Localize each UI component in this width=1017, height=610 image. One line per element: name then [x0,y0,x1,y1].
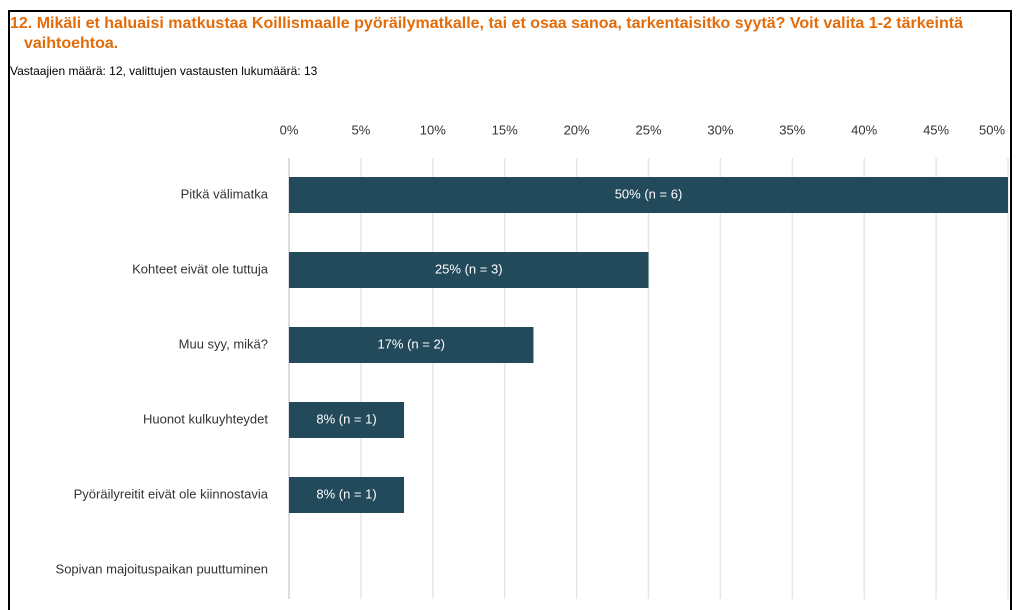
x-tick-label: 30% [707,122,733,137]
bar [289,252,649,288]
data-label: 50% (n = 6) [615,186,683,201]
bar [289,402,405,438]
y-tick-label: Pyöräilyreitit eivät ole kiinnostavia [74,486,269,501]
x-tick-label: 45% [923,122,949,137]
chart-subtitle: Vastaajien määrä: 12, valittujen vastaus… [10,64,318,78]
x-tick-label: 10% [420,122,446,137]
y-tick-label: Pitkä välimatka [181,186,269,201]
y-tick-label: Huonot kulkuyhteydet [143,411,268,426]
data-label: 8% (n = 1) [316,411,376,426]
bar [289,177,1008,213]
data-label: 8% (n = 1) [316,486,376,501]
bar [289,477,405,513]
x-tick-label: 40% [851,122,877,137]
y-tick-label: Muu syy, mikä? [179,336,268,351]
data-label: 25% (n = 3) [435,261,503,276]
x-tick-label: 50% [979,122,1005,137]
x-tick-label: 35% [779,122,805,137]
frame [8,10,1012,610]
x-tick-label: 0% [280,122,299,137]
y-tick-label: Sopivan majoituspaikan puuttuminen [56,561,268,576]
x-tick-label: 5% [352,122,371,137]
x-tick-label: 25% [635,122,661,137]
x-tick-label: 15% [492,122,518,137]
data-label: 17% (n = 2) [377,336,445,351]
x-tick-label: 20% [564,122,590,137]
y-tick-label: Kohteet eivät ole tuttuja [132,261,269,276]
bar [289,327,534,363]
chart-title: 12. Mikäli et haluaisi matkustaa Koillis… [10,15,963,52]
